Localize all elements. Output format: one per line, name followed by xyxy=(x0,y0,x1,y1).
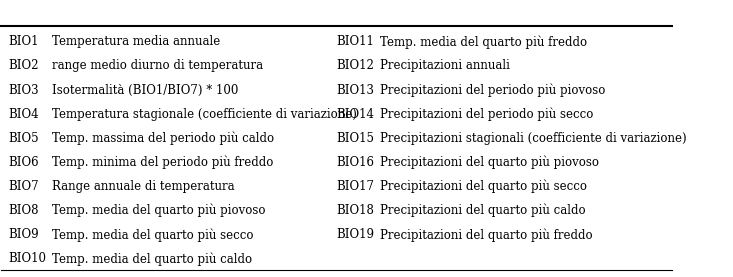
Text: BIO10: BIO10 xyxy=(8,252,46,265)
Text: Temperatura media annuale: Temperatura media annuale xyxy=(52,35,220,48)
Text: Temp. media del quarto più secco: Temp. media del quarto più secco xyxy=(52,228,253,242)
Text: Precipitazioni del periodo più secco: Precipitazioni del periodo più secco xyxy=(380,107,594,121)
Text: Isotermalità (BIO1/BIO7) * 100: Isotermalità (BIO1/BIO7) * 100 xyxy=(52,84,238,96)
Text: BIO18: BIO18 xyxy=(336,204,375,217)
Text: BIO2: BIO2 xyxy=(8,59,39,72)
Text: BIO1: BIO1 xyxy=(8,35,39,48)
Text: BIO19: BIO19 xyxy=(336,228,375,241)
Text: BIO9: BIO9 xyxy=(8,228,39,241)
Text: Precipitazioni stagionali (coefficiente di variazione): Precipitazioni stagionali (coefficiente … xyxy=(380,132,687,145)
Text: BIO11: BIO11 xyxy=(336,35,375,48)
Text: Temp. media del quarto più freddo: Temp. media del quarto più freddo xyxy=(380,35,587,48)
Text: Precipitazioni del periodo più piovoso: Precipitazioni del periodo più piovoso xyxy=(380,83,605,97)
Text: BIO4: BIO4 xyxy=(8,108,39,121)
Text: BIO3: BIO3 xyxy=(8,84,39,96)
Text: BIO15: BIO15 xyxy=(336,132,375,145)
Text: Temperatura stagionale (coefficiente di variazione): Temperatura stagionale (coefficiente di … xyxy=(52,108,356,121)
Text: Range annuale di temperatura: Range annuale di temperatura xyxy=(52,180,235,193)
Text: Temp. media del quarto più piovoso: Temp. media del quarto più piovoso xyxy=(52,204,265,217)
Text: BIO13: BIO13 xyxy=(336,84,375,96)
Text: Temp. minima del periodo più freddo: Temp. minima del periodo più freddo xyxy=(52,156,273,169)
Text: BIO12: BIO12 xyxy=(336,59,375,72)
Text: Precipitazioni del quarto più secco: Precipitazioni del quarto più secco xyxy=(380,180,587,193)
Text: BIO5: BIO5 xyxy=(8,132,39,145)
Text: BIO8: BIO8 xyxy=(8,204,39,217)
Text: BIO17: BIO17 xyxy=(336,180,375,193)
Text: Temp. media del quarto più caldo: Temp. media del quarto più caldo xyxy=(52,252,252,266)
Text: BIO6: BIO6 xyxy=(8,156,39,169)
Text: BIO7: BIO7 xyxy=(8,180,39,193)
Text: BIO16: BIO16 xyxy=(336,156,375,169)
Text: Precipitazioni annuali: Precipitazioni annuali xyxy=(380,59,510,72)
Text: Precipitazioni del quarto più caldo: Precipitazioni del quarto più caldo xyxy=(380,204,586,217)
Text: Precipitazioni del quarto più piovoso: Precipitazioni del quarto più piovoso xyxy=(380,156,600,169)
Text: BIO14: BIO14 xyxy=(336,108,375,121)
Text: range medio diurno di temperatura: range medio diurno di temperatura xyxy=(52,59,263,72)
Text: Temp. massima del periodo più caldo: Temp. massima del periodo più caldo xyxy=(52,132,274,145)
Text: Precipitazioni del quarto più freddo: Precipitazioni del quarto più freddo xyxy=(380,228,593,242)
